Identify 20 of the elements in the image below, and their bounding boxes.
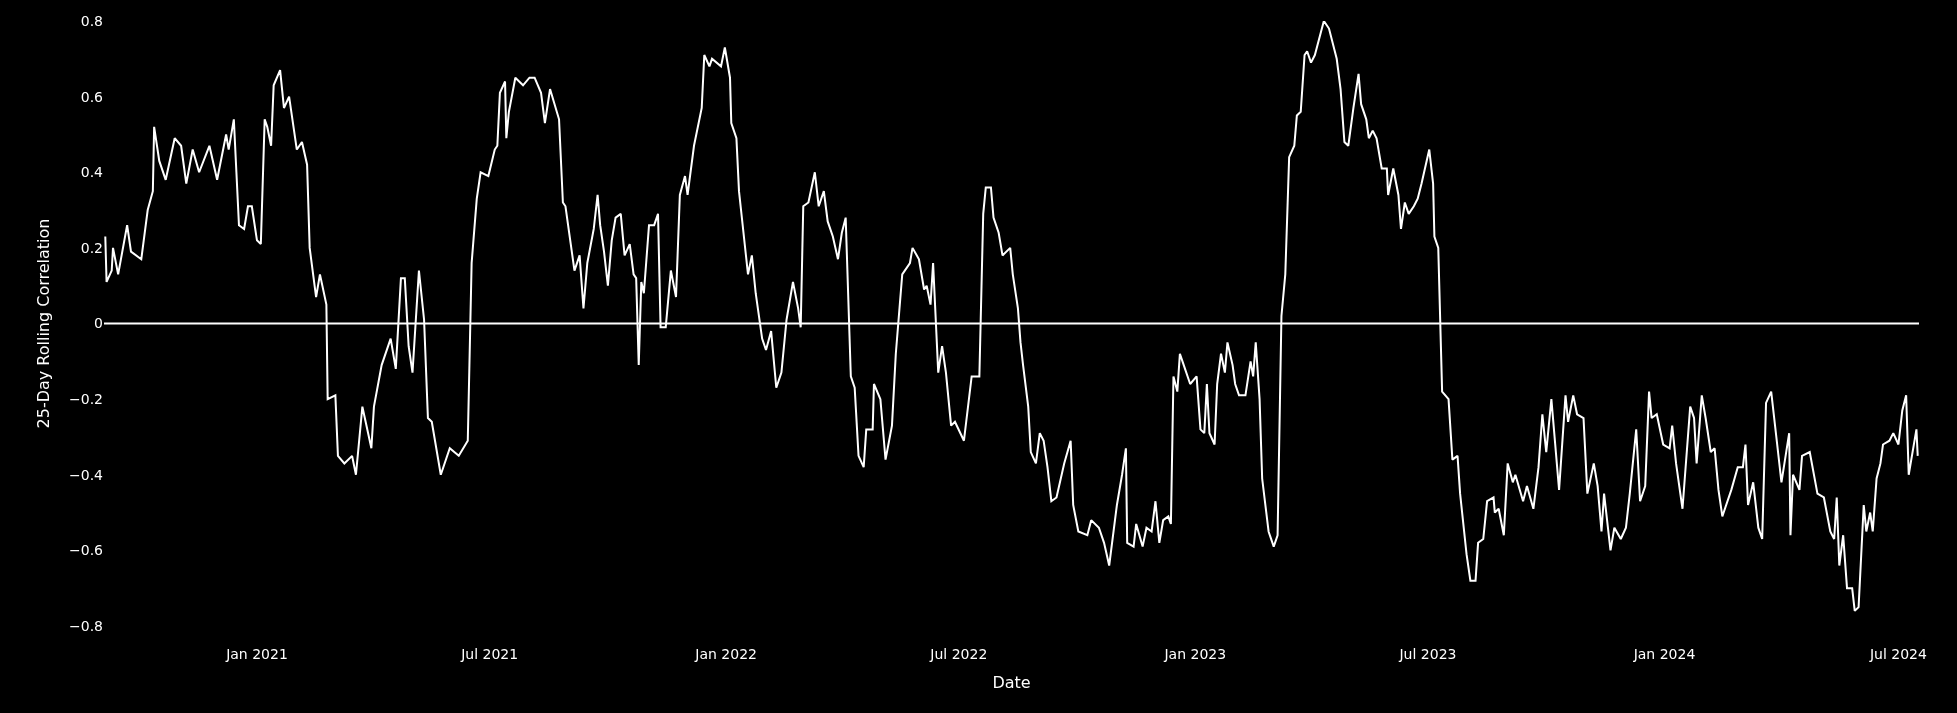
y-tick-label: −0.2: [69, 391, 103, 408]
y-tick-label: −0.8: [69, 617, 103, 634]
y-tick-label: −0.6: [69, 542, 104, 559]
y-tick-label: 0.4: [80, 164, 104, 181]
x-tick-label: Jul 2021: [460, 646, 519, 662]
y-tick-label: 0.8: [80, 12, 103, 29]
y-tick-label: −0.4: [69, 466, 104, 483]
y-tick-label: 0.6: [80, 88, 104, 105]
x-tick-label: Jan 2024: [1632, 646, 1696, 662]
y-axis-title: 25-Day Rolling Correlation: [33, 218, 53, 429]
x-tick-label: Jan 2023: [1163, 646, 1227, 662]
x-tick-label: Jul 2023: [1398, 646, 1457, 662]
y-tick-label: 0.2: [80, 239, 103, 256]
line-series: [104, 21, 1919, 612]
x-tick-label: Jan 2022: [694, 646, 757, 662]
x-tick-label: Jan 2021: [225, 646, 288, 662]
x-tick-label: Jul 2024: [1868, 646, 1927, 662]
x-axis-title: Date: [992, 672, 1031, 692]
y-tick-label: 0: [94, 315, 103, 332]
x-tick-label: Jul 2022: [929, 646, 988, 662]
